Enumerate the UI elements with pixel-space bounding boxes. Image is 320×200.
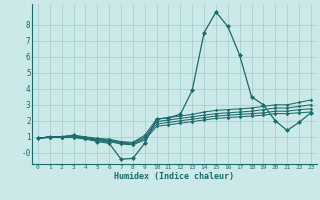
X-axis label: Humidex (Indice chaleur): Humidex (Indice chaleur) [115, 172, 234, 181]
